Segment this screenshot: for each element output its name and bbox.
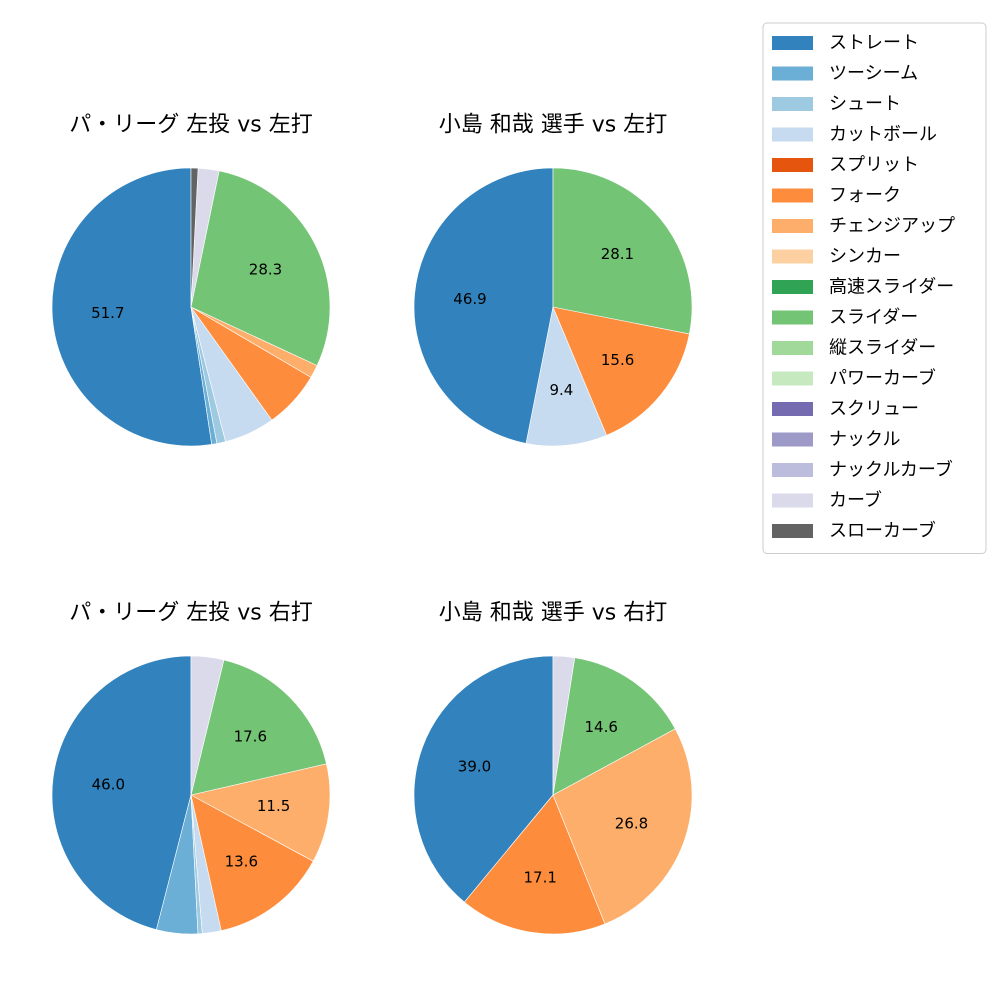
legend-label: スローカーブ bbox=[829, 520, 936, 542]
pie-slice-スライダー bbox=[190, 659, 327, 796]
pie-slice-カーブ bbox=[552, 655, 576, 796]
legend-entry: ストレート bbox=[772, 33, 919, 54]
legend-entry: ナックルカーブ bbox=[772, 459, 953, 481]
legend-label: チェンジアップ bbox=[829, 216, 955, 237]
legend-entry: チェンジアップ bbox=[772, 216, 955, 237]
legend-swatch bbox=[772, 219, 813, 233]
legend-entry: シュート bbox=[772, 94, 901, 115]
slice-value-label: 17.6 bbox=[234, 727, 267, 745]
legend-swatch bbox=[772, 463, 813, 477]
legend-label: パワーカーブ bbox=[829, 367, 936, 389]
legend-entry: フォーク bbox=[772, 185, 901, 206]
pie-title: 小島 和哉 選手 vs 左打 bbox=[439, 113, 667, 138]
legend-swatch bbox=[772, 97, 813, 111]
slice-value-label: 28.1 bbox=[601, 245, 634, 263]
legend-label: ナックル bbox=[829, 429, 900, 450]
slice-value-label: 26.8 bbox=[615, 814, 648, 832]
legend-label: シンカー bbox=[829, 246, 901, 267]
legend-swatch bbox=[772, 280, 813, 294]
pie-slice-スライダー bbox=[552, 657, 676, 796]
legend-label: カーブ bbox=[829, 489, 882, 511]
pie-title: パ・リーグ 左投 vs 左打 bbox=[69, 113, 312, 138]
legend-swatch bbox=[772, 127, 813, 142]
pie-slice-ストレート bbox=[413, 655, 554, 903]
legend-swatch bbox=[772, 524, 813, 538]
legend-label: 縦スライダー bbox=[829, 338, 936, 359]
legend-frame bbox=[762, 22, 987, 554]
slice-value-label: 17.1 bbox=[523, 868, 556, 886]
legend-label: ツーシーム bbox=[829, 63, 918, 84]
legend-entry: 高速スライダー bbox=[772, 277, 954, 298]
pie-slice-カットボール bbox=[525, 305, 607, 447]
pie-slice-チェンジアップ bbox=[190, 763, 331, 862]
legend-entry: カーブ bbox=[772, 489, 882, 511]
pie-slice-スライダー bbox=[190, 170, 331, 366]
legend-swatch bbox=[772, 493, 813, 508]
legend-label: スプリット bbox=[829, 155, 919, 176]
pie-slice-フォーク bbox=[463, 794, 606, 935]
slice-value-label: 14.6 bbox=[584, 718, 617, 736]
legend-swatch bbox=[772, 188, 813, 203]
legend-swatch bbox=[772, 36, 813, 50]
slice-value-label: 15.6 bbox=[601, 351, 634, 369]
legend-swatch bbox=[772, 371, 813, 386]
legend-swatch bbox=[772, 432, 813, 447]
pie-slice-ストレート bbox=[413, 167, 554, 444]
legend-entry: 縦スライダー bbox=[772, 338, 936, 359]
legend-label: カットボール bbox=[829, 124, 937, 145]
slice-value-label: 39.0 bbox=[458, 758, 491, 776]
slice-value-label: 11.5 bbox=[257, 797, 290, 815]
legend-label: フォーク bbox=[829, 185, 901, 206]
legend-entry: スクリュー bbox=[772, 399, 919, 420]
pie-slice-スローカーブ bbox=[190, 167, 199, 308]
slice-value-label: 46.0 bbox=[92, 776, 125, 794]
pie-panels: パ・リーグ 左投 vs 左打 51.7 28.3 小島 和哉 選手 vs 左打 46.9… bbox=[51, 113, 693, 935]
legend-swatch bbox=[772, 310, 813, 325]
legend-label: ストレート bbox=[829, 33, 919, 54]
pie-slice-カーブ bbox=[190, 655, 225, 796]
legend-label: ナックルカーブ bbox=[829, 459, 953, 481]
legend-label: スクリュー bbox=[829, 399, 919, 420]
legend-entry: スプリット bbox=[772, 155, 919, 176]
slice-value-label: 51.7 bbox=[91, 304, 124, 322]
legend: ストレートツーシームシュートカットボールスプリットフォークチェンジアップシンカー… bbox=[762, 22, 987, 554]
slice-value-label: 46.9 bbox=[453, 290, 486, 308]
legend-entry: スローカーブ bbox=[772, 520, 936, 542]
pie-panel-2: 小島 和哉 選手 vs 左打 46.9 9.4 15.6 28.1 bbox=[413, 113, 693, 447]
legend-label: シュート bbox=[829, 94, 901, 115]
legend-label: 高速スライダー bbox=[829, 277, 954, 298]
slice-value-label: 28.3 bbox=[249, 261, 282, 279]
legend-entry: ナックル bbox=[772, 429, 900, 450]
pie-slice-フォーク bbox=[190, 794, 314, 932]
legend-label: スライダー bbox=[829, 307, 918, 328]
pie-title: 小島 和哉 選手 vs 右打 bbox=[439, 601, 667, 626]
legend-entry: ツーシーム bbox=[772, 63, 918, 84]
pie-panel-1: パ・リーグ 左投 vs 左打 51.7 28.3 bbox=[51, 113, 331, 447]
legend-swatch bbox=[772, 249, 813, 264]
legend-entry: パワーカーブ bbox=[772, 367, 936, 389]
pie-slice-スライダー bbox=[552, 167, 693, 335]
pie-slice-ストレート bbox=[51, 167, 213, 447]
pie-title: パ・リーグ 左投 vs 右打 bbox=[69, 601, 312, 626]
legend-entry: シンカー bbox=[772, 246, 901, 267]
slice-value-label: 9.4 bbox=[549, 381, 573, 399]
pie-slice-チェンジアップ bbox=[552, 728, 693, 925]
pie-slice-フォーク bbox=[552, 306, 690, 436]
legend-swatch bbox=[772, 158, 813, 172]
legend-swatch bbox=[772, 402, 813, 416]
legend-entry: スライダー bbox=[772, 307, 918, 328]
slice-value-label: 13.6 bbox=[225, 853, 258, 871]
pie-panel-4: 小島 和哉 選手 vs 右打 39.0 17.1 26.8 14.6 bbox=[413, 601, 693, 935]
legend-entry: カットボール bbox=[772, 124, 937, 145]
legend-swatch bbox=[772, 66, 813, 81]
pie-slice-ストレート bbox=[51, 655, 192, 930]
legend-swatch bbox=[772, 341, 813, 355]
pie-panel-3: パ・リーグ 左投 vs 右打 46.0 13.6 11.5 17.6 bbox=[51, 601, 331, 935]
